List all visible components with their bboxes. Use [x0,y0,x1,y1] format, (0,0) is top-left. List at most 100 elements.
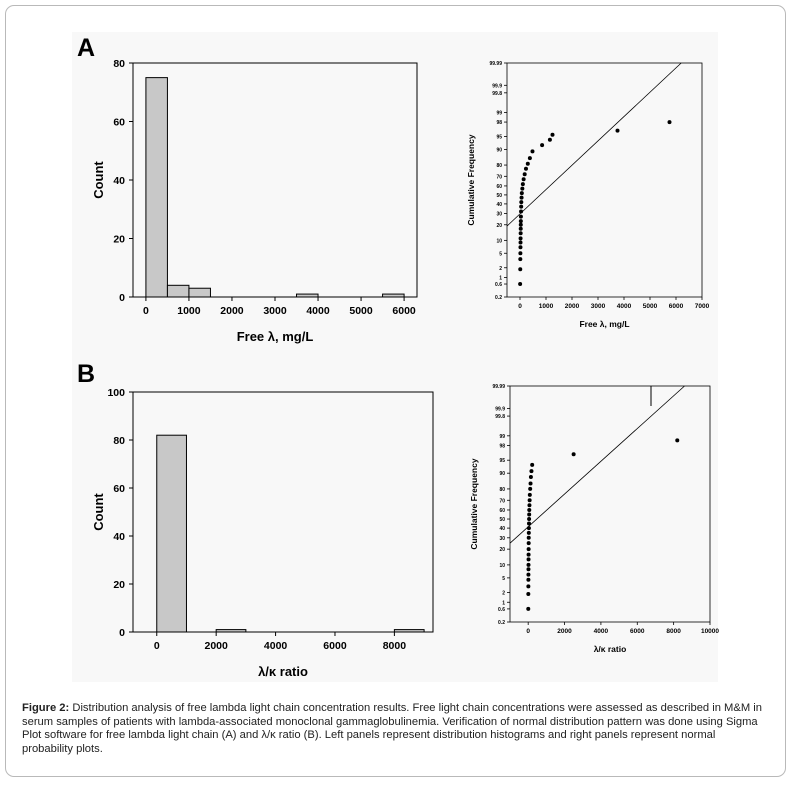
data-point [675,438,680,443]
y-tick-label: 70 [499,498,505,504]
data-point [518,219,523,224]
y-tick-label: 99.8 [492,91,502,97]
histogram-bar [296,293,319,298]
x-tick-label: 4000 [264,640,288,652]
histogram-bar [215,629,247,633]
y-tick-label: 2 [502,591,505,597]
panel-a-letter: A [77,34,96,62]
x-tick-label: 2000 [557,628,572,635]
data-point [530,462,535,467]
normal-fit-line [509,385,685,544]
data-point [520,186,525,191]
data-point [518,240,523,245]
data-point [522,172,527,177]
data-point [550,132,555,137]
x-axis-label: λ/κ ratio [258,664,308,679]
y-axis-label: Count [91,493,106,531]
y-tick-label: 99 [499,434,505,440]
y-tick-label: 70 [496,174,502,180]
y-tick-label: 50 [496,193,502,199]
y-tick-label: 0 [119,627,125,639]
x-tick-label: 3000 [263,305,287,317]
x-tick-label: 6000 [669,303,684,310]
x-tick-label: 8000 [666,628,681,635]
data-point [526,562,531,567]
data-point [525,161,530,166]
x-tick-label: 6000 [392,305,416,317]
y-tick-label: 40 [113,531,125,543]
data-point [520,182,525,187]
y-tick-label: 0 [119,292,125,304]
y-tick-label: 30 [499,536,505,542]
x-tick-label: 0 [518,303,522,310]
y-tick-label: 98 [496,120,502,126]
x-tick-label: 0 [526,628,530,635]
y-tick-label: 99.9 [492,83,502,89]
data-point [518,251,523,256]
y-tick-label: 20 [499,547,505,553]
y-tick-label: 60 [499,508,505,514]
y-tick-label: 10 [496,238,502,244]
y-tick-label: 30 [496,212,502,218]
data-point [527,503,532,508]
y-tick-label: 5 [499,251,502,257]
data-point [518,231,523,236]
data-point [519,209,524,214]
x-tick-label: 6000 [323,640,347,652]
data-point [519,195,524,200]
y-tick-label: 80 [496,163,502,169]
data-point [547,137,552,142]
data-point [519,204,524,209]
x-axis-label: λ/κ ratio [594,644,627,654]
data-point [518,282,523,287]
x-tick-label: 4000 [306,305,330,317]
data-point [528,486,533,491]
data-point [526,592,531,597]
y-tick-label: 20 [496,223,502,229]
x-tick-label: 0 [143,305,149,317]
y-tick-label: 60 [496,184,502,190]
y-tick-label: 60 [113,483,125,495]
x-tick-label: 10000 [701,628,719,635]
y-tick-label: 95 [499,458,505,464]
y-tick-label: 20 [113,234,125,246]
histogram-bar [393,629,425,633]
y-tick-label: 99 [496,110,502,116]
data-point [526,572,531,577]
x-tick-label: 2000 [220,305,244,317]
data-point [530,149,535,154]
data-point [519,200,524,205]
y-tick-label: 99.99 [489,61,502,67]
y-tick-label: 40 [113,175,125,187]
x-tick-label: 2000 [565,303,580,310]
y-tick-label: 99.8 [495,414,505,420]
y-tick-label: 80 [113,435,125,447]
x-tick-label: 5000 [643,303,658,310]
data-point [526,552,531,557]
x-tick-label: 3000 [591,303,606,310]
x-tick-label: 6000 [630,628,645,635]
data-point [527,517,532,522]
data-point [518,222,523,227]
data-point [518,267,523,272]
data-point [527,512,532,517]
data-point [523,166,528,171]
y-tick-label: 99.99 [492,384,505,390]
x-axis-label: Free λ, mg/L [579,319,629,329]
data-point [526,584,531,589]
data-point [526,577,531,582]
data-point [571,452,576,457]
x-tick-label: 4000 [617,303,632,310]
data-point [526,541,531,546]
x-tick-label: 4000 [594,628,609,635]
data-point [527,156,532,161]
y-tick-label: 0.6 [495,282,502,288]
y-tick-label: 0.2 [495,295,502,301]
y-axis-label: Cumulative Frequency [469,458,479,549]
caption-label: Figure 2: [22,702,70,714]
data-point [526,557,531,562]
x-tick-label: 7000 [695,303,710,310]
y-axis-label: Count [91,161,106,199]
